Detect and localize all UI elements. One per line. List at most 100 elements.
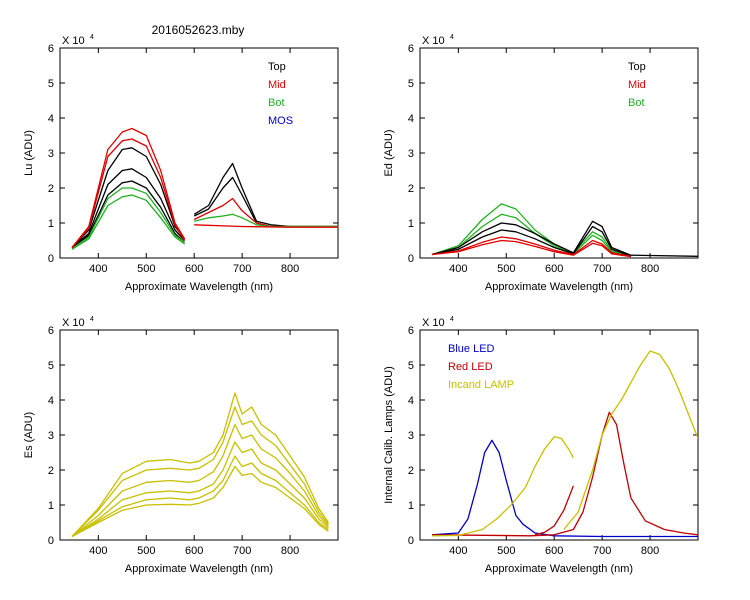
y-tick-label: 6 [408,43,414,55]
y-tick-label: 0 [48,535,54,547]
series-line-red-led-2 [534,485,575,536]
series-line-bot-2 [71,194,185,250]
x-tick-label: 400 [89,263,107,275]
legend-entry: Incand LAMP [448,379,514,391]
y-axis-label: Ed (ADU) [383,129,395,176]
y-tick-label: 4 [48,395,54,407]
series-line-mid-3 [193,197,338,228]
y-axis-label: Es (ADU) [23,412,35,458]
x-tick-label: 800 [281,545,299,557]
x-tick-label: 400 [449,263,467,275]
y-multiplier: X 10 [62,317,85,329]
y-tick-label: 2 [408,183,414,195]
chart-ed: 400 500 600 700 800 0 1 2 3 4 5 6 X 10 4 Approximate W… [383,34,699,293]
x-tick-label: 400 [89,545,107,557]
legend-entry: Mid [268,79,286,91]
y-tick-label: 1 [408,500,414,512]
plot-frame [419,47,699,259]
y-tick-label: 0 [48,253,54,265]
series-group [431,203,698,258]
y-multiplier-exponent: 4 [450,34,454,41]
y-multiplier: X 10 [422,35,445,47]
y-tick-label: 6 [48,325,54,337]
chart-lamps: 400 500 600 700 800 0 1 2 3 4 5 6 X 10 4 Approximate W… [383,316,699,575]
series-line-mid-2 [71,138,186,248]
legend-entry: Top [268,61,286,73]
series-line-blue-led [431,439,698,538]
series-line-es-1 [71,392,329,537]
series-line-es-3 [71,423,329,538]
y-tick-label: 1 [48,500,54,512]
legend-entry: Blue LED [448,343,495,355]
y-multiplier-exponent: 4 [450,316,454,323]
legend-entry: Top [628,61,646,73]
y-tick-label: 3 [408,148,414,160]
y-tick-label: 3 [48,430,54,442]
y-multiplier: X 10 [422,317,445,329]
chart-es: 400 500 600 700 800 0 1 2 3 4 5 6 X 10 4 Approximate W… [23,316,339,575]
y-tick-label: 3 [408,430,414,442]
series-group [71,392,329,538]
series-line-bot-2 [431,213,632,257]
y-tick-label: 2 [48,183,54,195]
x-tick-label: 500 [137,263,155,275]
y-tick-label: 5 [408,78,414,90]
series-line-bot-1 [431,203,632,257]
y-tick-label: 1 [48,218,54,230]
series-line-top-1 [431,220,698,257]
x-tick-label: 600 [545,263,563,275]
y-tick-label: 5 [408,360,414,372]
series-line-top-5 [193,176,338,228]
series-line-top-2 [431,225,632,257]
x-tick-label: 400 [449,545,467,557]
y-multiplier: X 10 [62,35,85,47]
y-tick-label: 2 [48,465,54,477]
series-line-incand-lamp [431,436,574,537]
y-tick-label: 4 [408,395,414,407]
x-tick-label: 700 [593,263,611,275]
y-multiplier-exponent: 4 [90,34,94,41]
series-line-top-2 [71,168,186,248]
x-tick-label: 500 [497,263,515,275]
series-line-dark [194,224,338,228]
legend-entry: Bot [268,97,285,109]
chart-lu: 400 500 600 700 800 0 1 2 3 4 5 6 X 10 4 Approximate W… [23,34,339,293]
x-tick-label: 700 [233,545,251,557]
y-tick-label: 6 [48,43,54,55]
y-axis-label: Internal Calib. Lamps (ADU) [383,366,395,504]
series-line-bot-1 [71,187,185,250]
figure-title: 2016052623.mby [152,23,245,37]
x-tick-label: 600 [545,545,563,557]
series-line-incand-lamp-2 [563,350,698,530]
y-multiplier-exponent: 4 [90,316,94,323]
series-line-es-4 [71,441,329,538]
x-tick-label: 600 [185,545,203,557]
y-tick-label: 1 [408,218,414,230]
y-tick-label: 4 [48,113,54,125]
series-line-top-1 [71,147,186,248]
x-tick-label: 700 [233,263,251,275]
legend-entry: MOS [268,115,293,127]
series-group [71,127,338,250]
series-line-mid-1 [71,127,186,248]
x-tick-label: 600 [185,263,203,275]
x-axis-label: Approximate Wavelength (nm) [485,563,633,575]
x-axis-label: Approximate Wavelength (nm) [485,281,633,293]
series-line-mid-1 [431,236,632,257]
legend-entry: Bot [628,97,645,109]
y-tick-label: 3 [48,148,54,160]
x-tick-label: 800 [281,263,299,275]
x-tick-label: 500 [497,545,515,557]
y-tick-label: 0 [408,535,414,547]
y-axis-label: Lu (ADU) [23,130,35,176]
series-line-top-3 [71,180,186,249]
y-tick-label: 5 [48,78,54,90]
x-axis-label: Approximate Wavelength (nm) [125,563,273,575]
x-tick-label: 700 [593,545,611,557]
series-line-es-2 [71,406,329,537]
x-axis-label: Approximate Wavelength (nm) [125,281,273,293]
x-tick-label: 500 [137,545,155,557]
y-tick-label: 4 [408,113,414,125]
x-tick-label: 800 [641,545,659,557]
